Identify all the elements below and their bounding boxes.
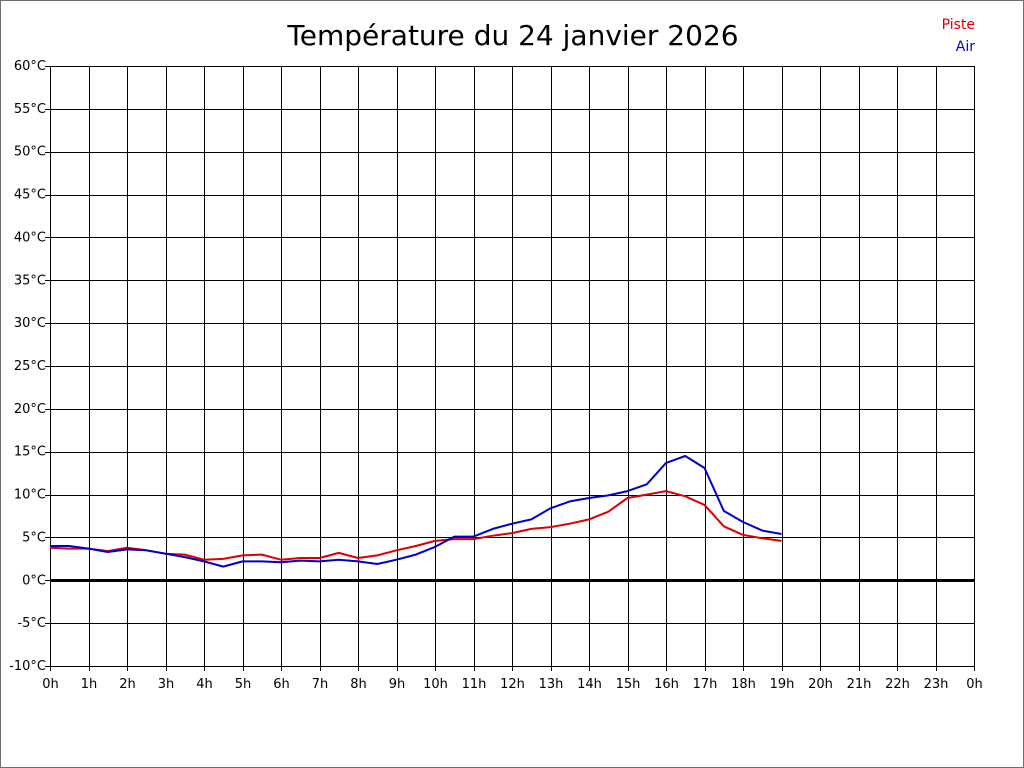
x-tick-label: 9h <box>389 677 406 692</box>
x-tick-label: 18h <box>731 677 756 692</box>
x-tick-label: 19h <box>770 677 795 692</box>
y-tick-label: 15°C <box>14 445 46 460</box>
series-lines <box>49 455 782 568</box>
x-tick-label: 8h <box>350 677 367 692</box>
x-tick-label: 17h <box>693 677 718 692</box>
x-tick-label: 23h <box>924 677 949 692</box>
x-tick-label: 15h <box>616 677 641 692</box>
x-tick-label: 11h <box>462 677 487 692</box>
x-tick-label: 10h <box>423 677 448 692</box>
x-tick-label: 13h <box>539 677 564 692</box>
chart-title: Température du 24 janvier 2026 <box>287 19 739 52</box>
series-line-air <box>50 455 782 568</box>
legend: Piste Air <box>942 14 975 58</box>
y-tick-label: 40°C <box>14 230 46 245</box>
x-tick-label: 12h <box>500 677 525 692</box>
x-tick-label: 22h <box>885 677 910 692</box>
y-tick-label: 50°C <box>14 145 46 160</box>
grid <box>50 66 975 667</box>
y-tick-label: 25°C <box>14 359 46 374</box>
x-tick-label: 21h <box>847 677 872 692</box>
x-tick-label: 2h <box>119 677 136 692</box>
series-line-piste <box>49 490 782 561</box>
tick-labels: 60°C 55°C 50°C 45°C 40°C 35°C 30°C 25°C 20°C 15°C… <box>9 59 983 692</box>
y-tick-label: 5°C <box>22 530 46 545</box>
y-tick-label: -5°C <box>17 616 46 631</box>
x-tick-label: 14h <box>577 677 602 692</box>
y-tick-label: 30°C <box>14 316 46 331</box>
x-tick-label: 5h <box>235 677 252 692</box>
x-tick-label: 7h <box>312 677 329 692</box>
legend-item-air: Air <box>955 39 975 55</box>
x-tick-label: 16h <box>654 677 679 692</box>
y-tick-label: 20°C <box>14 402 46 417</box>
y-tick-label: -10°C <box>9 659 46 674</box>
legend-item-piste: Piste <box>941 17 975 33</box>
x-tick-label: 6h <box>273 677 290 692</box>
x-tick-label: 0h <box>966 677 983 692</box>
x-tick-label: 20h <box>808 677 833 692</box>
y-tick-label: 10°C <box>14 488 46 503</box>
x-tick-label: 0h <box>42 677 59 692</box>
y-tick-label: 0°C <box>22 573 46 588</box>
y-tick-label: 55°C <box>14 102 46 117</box>
y-tick-label: 60°C <box>14 59 46 74</box>
x-tick-label: 3h <box>158 677 175 692</box>
axes <box>45 66 975 671</box>
y-tick-label: 35°C <box>14 273 46 288</box>
x-tick-label: 1h <box>81 677 98 692</box>
y-tick-label: 45°C <box>14 188 46 203</box>
x-tick-label: 4h <box>196 677 213 692</box>
